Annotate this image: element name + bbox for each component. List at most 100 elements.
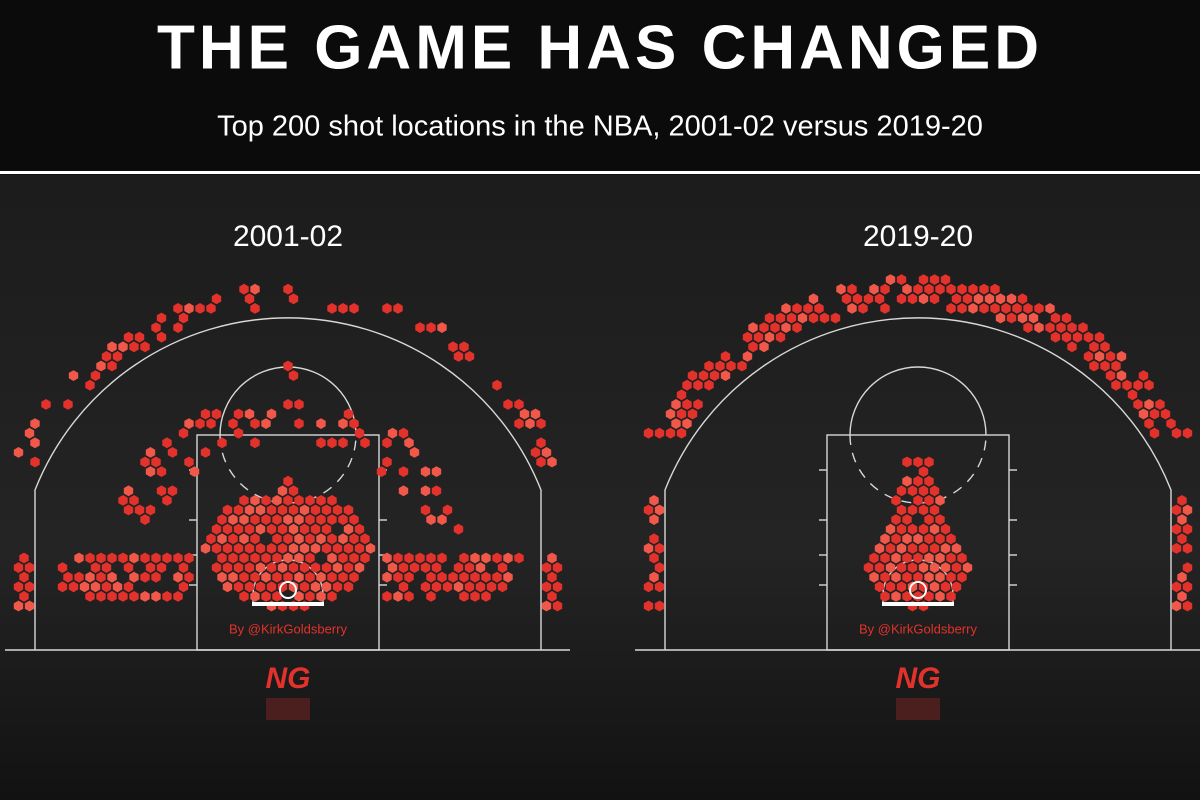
shot-hex <box>239 283 249 295</box>
shot-hex <box>398 581 409 593</box>
shot-hex <box>200 447 211 458</box>
shot-hex <box>929 562 940 573</box>
shot-hex <box>968 303 978 314</box>
panel: 2001-02 By @KirkGoldsberry NG <box>5 220 570 720</box>
shot-hex <box>1050 331 1061 343</box>
shot-hex <box>233 504 244 516</box>
shot-hex <box>453 523 464 535</box>
shot-hex <box>239 514 249 525</box>
shot-hex <box>211 408 222 420</box>
three-point-line <box>664 317 1172 650</box>
shot-hex <box>973 293 984 305</box>
shot-hex <box>101 562 112 573</box>
shot-hex <box>803 303 813 314</box>
shot-hex <box>255 581 266 593</box>
shot-hex <box>957 283 967 295</box>
shot-hex <box>1155 399 1165 410</box>
shot-hex <box>211 543 222 554</box>
shot-hex <box>847 303 857 314</box>
shot-hex <box>951 293 962 305</box>
shot-hex <box>940 581 951 593</box>
shot-hex <box>1023 303 1033 314</box>
shot-hex <box>288 562 299 573</box>
shot-hex <box>935 533 945 545</box>
shot-hex <box>1133 399 1143 410</box>
shot-hex <box>1138 408 1149 420</box>
shot-hex <box>299 562 310 573</box>
subtitle: Top 200 shot locations in the NBA, 2001-… <box>217 111 983 143</box>
shot-hex <box>704 379 714 391</box>
shot-hex <box>261 495 271 506</box>
shot-hex <box>376 466 387 477</box>
shot-hex <box>90 370 101 381</box>
shot-hex <box>222 543 233 554</box>
shot-hex <box>1012 303 1022 314</box>
shot-hex <box>321 504 332 516</box>
shot-hex <box>797 312 808 324</box>
shot-hex <box>704 360 714 372</box>
shot-hex <box>962 562 973 573</box>
shot-hex <box>1045 303 1055 314</box>
shot-hex <box>156 562 167 573</box>
shot-hex <box>195 418 205 429</box>
shot-hex <box>902 475 912 487</box>
shot-hex <box>536 437 546 449</box>
shot-hex <box>96 552 106 564</box>
shot-hex <box>687 408 698 420</box>
shot-hex <box>935 552 945 564</box>
shot-hex <box>885 523 896 535</box>
paint <box>196 434 380 651</box>
shot-hex <box>404 437 414 449</box>
shot-hex <box>536 418 546 429</box>
shot-hex <box>90 581 101 593</box>
shot-hex <box>206 418 216 429</box>
shot-hex <box>233 562 244 573</box>
shot-hex <box>742 331 753 343</box>
shot-hex <box>671 418 681 429</box>
shot-hex <box>819 312 830 324</box>
shot-hex <box>283 475 293 487</box>
shot-hex <box>863 293 874 305</box>
shot-hex <box>1116 370 1127 381</box>
shot-hex <box>896 581 907 593</box>
shot-hex <box>316 533 326 545</box>
shot-hex <box>310 504 321 516</box>
shot-hex <box>420 466 431 477</box>
shot-hex <box>676 408 687 420</box>
shot-hex <box>167 447 178 458</box>
shot-hex <box>184 571 194 583</box>
shot-hex <box>547 571 557 583</box>
shot-hex <box>327 571 337 583</box>
shot-hex <box>924 533 934 545</box>
title: THE GAME HAS CHANGED <box>157 13 1043 82</box>
shot-hex <box>79 581 90 593</box>
shot-hex <box>654 581 665 593</box>
shot-hex <box>1116 351 1127 362</box>
shot-hex <box>222 562 233 573</box>
shot-hex <box>96 571 106 583</box>
shot-hex <box>918 504 929 516</box>
shot-hex <box>929 523 940 535</box>
shot-hex <box>836 283 846 295</box>
shot-hex <box>514 552 524 564</box>
shot-hex <box>1171 504 1182 516</box>
shot-hex <box>327 495 337 506</box>
shot-hex <box>497 581 508 593</box>
shot-hex <box>442 581 453 593</box>
shot-hex <box>896 274 907 285</box>
shot-hex <box>250 533 260 545</box>
shot-hex <box>255 504 266 516</box>
shot-hex <box>442 504 453 516</box>
shot-hex <box>74 552 84 564</box>
shot-hex <box>13 562 24 573</box>
shot-hex <box>272 591 282 602</box>
shot-hex <box>211 293 222 305</box>
shot-hex <box>1182 562 1193 573</box>
shot-hex <box>654 600 665 612</box>
shot-hex <box>781 303 791 314</box>
shot-hex <box>448 341 458 353</box>
shot-hex <box>929 485 940 497</box>
shot-hex <box>426 514 436 525</box>
shot-hex <box>1171 543 1182 554</box>
shot-hex <box>902 283 912 295</box>
